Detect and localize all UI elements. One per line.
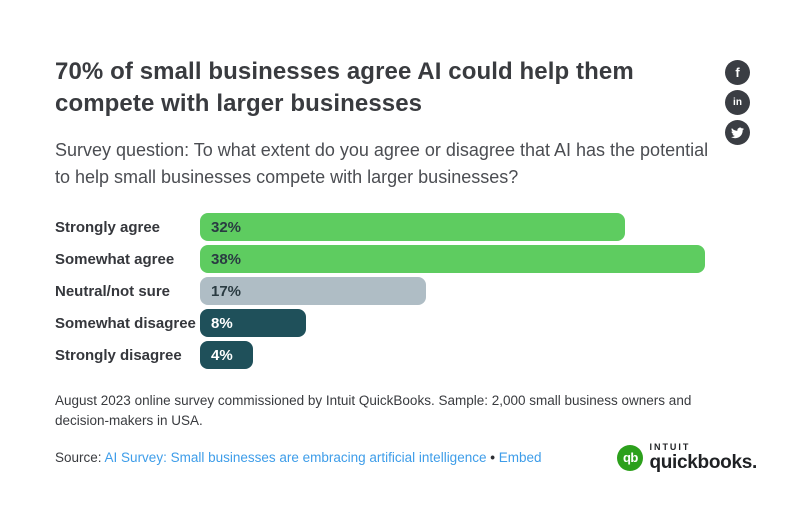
bar: 17% [200, 277, 426, 305]
bar-category-label: Strongly agree [55, 218, 161, 236]
intuit-wordmark: INTUIT [649, 442, 691, 452]
bar-value-label: 4% [211, 346, 233, 364]
bar-value-label: 17% [211, 282, 242, 300]
bar: 32% [200, 213, 626, 241]
bar-track: 32% [200, 213, 705, 241]
source-line: Source: AI Survey: Small businesses are … [55, 450, 542, 465]
twitter-share-button[interactable] [725, 120, 750, 145]
bar-track: 17% [200, 277, 705, 305]
bar-row: Somewhat agree 38% [55, 245, 705, 273]
bar-category-label: Neutral/not sure [55, 282, 171, 300]
bar-track: 4% [200, 341, 705, 369]
bar-track: 8% [200, 309, 705, 337]
page-title: 70% of small businesses agree AI could h… [55, 58, 634, 117]
embed-link[interactable]: Embed [498, 450, 542, 465]
social-share-bar: f in [725, 60, 750, 145]
linkedin-icon: in [733, 96, 742, 108]
source-link[interactable]: AI Survey: Small businesses are embracin… [104, 450, 487, 465]
quickbooks-monogram-icon: qb [617, 444, 644, 471]
bar-value-label: 38% [211, 250, 242, 268]
bar-track: 38% [200, 245, 705, 273]
bar: 8% [200, 309, 307, 337]
facebook-share-button[interactable]: f [725, 60, 750, 85]
bar: 4% [200, 341, 254, 369]
source-label: Source: [55, 450, 102, 465]
bar-row: Strongly disagree 4% [55, 341, 705, 369]
linkedin-share-button[interactable]: in [725, 90, 750, 115]
bar-value-label: 8% [211, 314, 233, 332]
survey-question-subtitle: Survey question: To what extent do you a… [55, 140, 709, 187]
bar-category-label: Strongly disagree [55, 346, 182, 364]
bar-value-label: 32% [211, 218, 242, 236]
separator-bullet: • [490, 450, 495, 465]
bar-category-label: Somewhat agree [55, 250, 175, 268]
bar-row: Strongly agree 32% [55, 213, 705, 241]
bar-row: Neutral/not sure 17% [55, 277, 705, 305]
methodology-note: August 2023 online survey commissioned b… [55, 393, 692, 428]
bar-chart: Strongly agree 32% Somewhat agree 38% Ne… [55, 213, 705, 369]
bar-category-label: Somewhat disagree [55, 314, 196, 332]
bar-row: Somewhat disagree 8% [55, 309, 705, 337]
twitter-icon [731, 127, 744, 139]
quickbooks-logo: qb INTUIT quickbooks. [617, 443, 757, 472]
quickbooks-wordmark: quickbooks. [649, 452, 757, 473]
bar: 38% [200, 245, 705, 273]
facebook-icon: f [735, 65, 740, 80]
